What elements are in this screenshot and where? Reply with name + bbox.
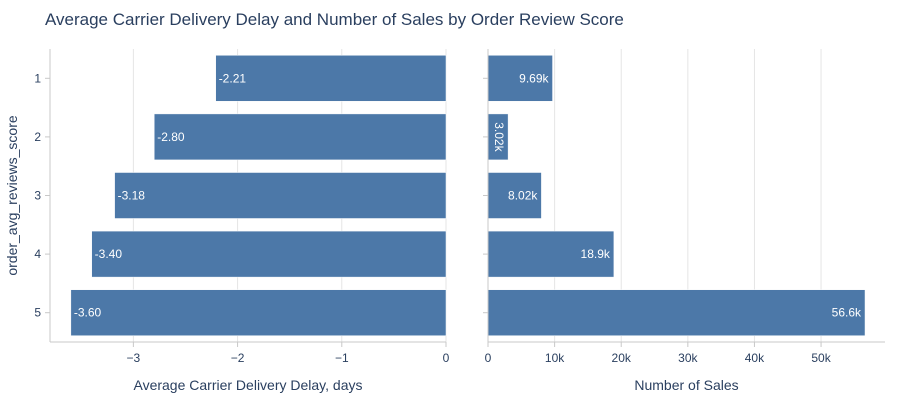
delay-data-label: -2.80 xyxy=(157,130,185,144)
sales-panel: 9.69k 3.02k 8.02k 18.9k 56.6k 0 10k 20k 30k 40k 5… xyxy=(483,49,885,393)
delay-x-tick-label: −1 xyxy=(335,351,349,365)
sales-x-tick-label: 40k xyxy=(745,351,765,365)
delay-x-ticks: −3 −2 −1 0 xyxy=(127,342,450,365)
delay-bar xyxy=(153,113,447,161)
delay-data-label: -3.60 xyxy=(74,306,102,320)
y-tick-label: 4 xyxy=(34,247,41,261)
delay-bar xyxy=(70,289,447,336)
sales-data-label: 8.02k xyxy=(508,189,538,203)
delay-x-tick-label: −3 xyxy=(127,351,141,365)
chart-title: Average Carrier Delivery Delay and Numbe… xyxy=(45,10,624,29)
sales-data-label: 56.6k xyxy=(832,306,862,320)
y-axis-title: order_avg_reviews_score xyxy=(4,115,20,276)
delay-x-tick-label: −2 xyxy=(231,351,245,365)
sales-x-tick-label: 0 xyxy=(485,351,492,365)
sales-x-tick-label: 10k xyxy=(545,351,565,365)
sales-bars xyxy=(487,55,866,336)
sales-bar xyxy=(487,289,866,336)
y-tick-label: 2 xyxy=(34,130,41,144)
delay-data-label: -3.18 xyxy=(118,189,146,203)
delay-bars xyxy=(70,55,447,336)
sales-bar xyxy=(487,172,542,219)
sales-x-tick-label: 20k xyxy=(612,351,632,365)
delay-bar xyxy=(215,55,447,102)
sales-bar xyxy=(487,55,553,102)
sales-data-label: 3.02k xyxy=(492,122,506,152)
delay-bar xyxy=(114,172,447,219)
delay-bar xyxy=(91,230,447,278)
sales-data-label: 18.9k xyxy=(581,247,611,261)
y-tick-label: 1 xyxy=(34,71,41,85)
delay-data-label: -2.21 xyxy=(219,71,247,85)
y-tick-label: 5 xyxy=(34,306,41,320)
y-ticks: 1 2 3 4 5 xyxy=(34,71,50,320)
sales-x-ticks: 0 10k 20k 30k 40k 50k xyxy=(483,77,832,365)
delay-x-axis-title: Average Carrier Delivery Delay, days xyxy=(133,377,362,393)
delay-x-tick-label: 0 xyxy=(443,351,450,365)
delay-data-label: -3.40 xyxy=(95,247,123,261)
sales-data-labels: 9.69k 3.02k 8.02k 18.9k 56.6k xyxy=(492,71,862,319)
sales-x-tick-label: 30k xyxy=(678,351,698,365)
delay-data-labels: -2.21 -2.80 -3.18 -3.40 -3.60 xyxy=(74,71,247,319)
sales-x-tick-label: 50k xyxy=(811,351,831,365)
sales-data-label: 9.69k xyxy=(519,71,549,85)
sales-bar xyxy=(487,230,615,278)
sales-x-axis-title: Number of Sales xyxy=(634,377,738,393)
delay-panel: -2.21-2.80-3.18-3.40-3.60 −3 −2 −1 0 12345 … xyxy=(4,49,450,393)
y-tick-label: 3 xyxy=(34,189,41,203)
